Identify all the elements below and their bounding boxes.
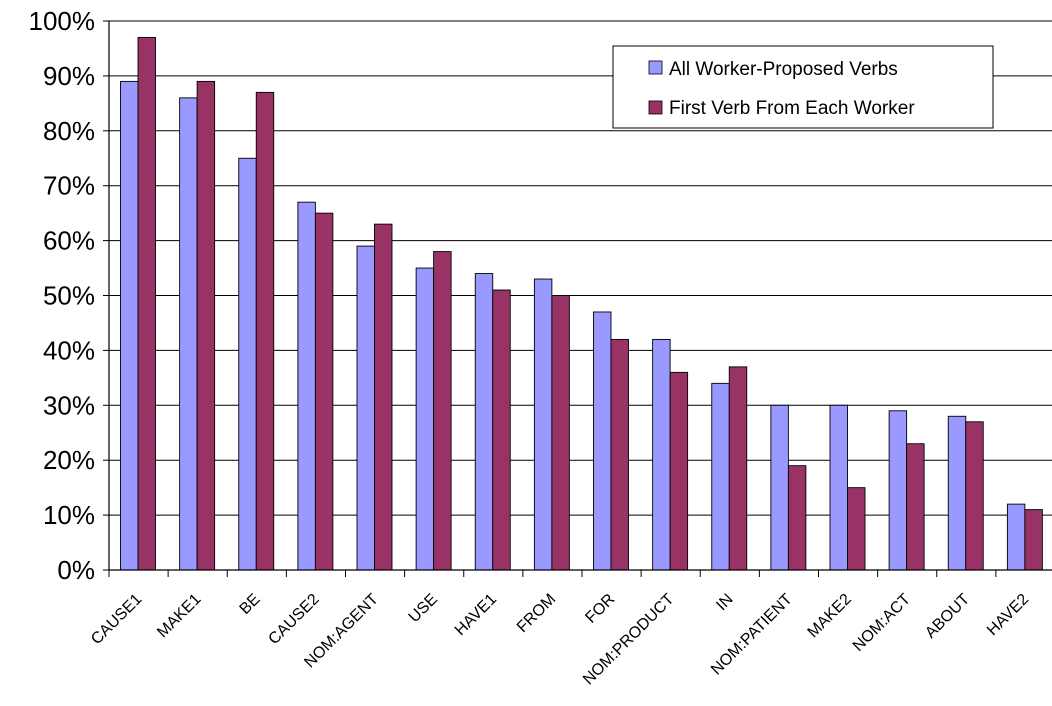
legend-label-all-worker-proposed-verbs: All Worker-Proposed Verbs — [669, 59, 898, 80]
bar-first-verb-in — [728, 366, 748, 571]
bar-all-verbs-nom-act — [888, 410, 908, 571]
x-category-label: MAKE2 — [805, 591, 855, 641]
bar-first-verb-nom-patient — [787, 465, 807, 571]
bar-first-verb-be — [255, 91, 275, 571]
y-tick-label: 100% — [29, 6, 96, 36]
bar-first-verb-cause2 — [314, 212, 334, 571]
y-tick-label: 60% — [43, 226, 95, 256]
y-tick-label: 40% — [43, 335, 95, 365]
bar-all-verbs-cause1 — [120, 80, 139, 571]
bar-all-verbs-from — [533, 278, 553, 571]
x-category-label: FOR — [582, 591, 618, 627]
bar-all-verbs-use — [415, 267, 435, 571]
legend: All Worker-Proposed Verbs First Verb Fro… — [612, 45, 994, 129]
bar-all-verbs-make1 — [179, 97, 198, 571]
bar-all-verbs-have2 — [1006, 503, 1026, 571]
y-tick-label: 20% — [43, 445, 95, 475]
bar-first-verb-use — [433, 251, 452, 571]
x-category-label: NOM:ACT — [850, 591, 914, 655]
bar-all-verbs-about — [947, 415, 967, 571]
x-category-label: MAKE1 — [154, 591, 204, 641]
y-tick-label: 80% — [43, 116, 95, 146]
bar-all-verbs-nom-product — [652, 338, 671, 571]
x-category-label: FROM — [514, 591, 559, 636]
bar-first-verb-nom-agent — [374, 223, 393, 571]
bar-all-verbs-nom-agent — [356, 245, 375, 571]
bar-first-verb-have1 — [492, 289, 511, 571]
bar-all-verbs-in — [711, 382, 730, 571]
x-category-label: ABOUT — [922, 591, 973, 642]
bars — [120, 37, 1043, 571]
x-category-label: USE — [406, 591, 441, 626]
y-tick-label: 0% — [57, 555, 95, 585]
legend-box — [612, 45, 994, 129]
axes — [108, 21, 1052, 577]
x-category-label: HAVE1 — [452, 591, 500, 639]
bar-all-verbs-for — [593, 311, 612, 571]
bar-first-verb-nom-act — [906, 443, 925, 571]
legend-label-first-verb-from-each-worker: First Verb From Each Worker — [669, 98, 915, 119]
y-tick-label: 50% — [43, 281, 95, 311]
bar-first-verb-have2 — [1024, 509, 1043, 571]
bar-all-verbs-make2 — [829, 404, 848, 571]
bar-first-verb-make2 — [847, 487, 866, 571]
bar-all-verbs-nom-patient — [770, 404, 789, 571]
y-axis-tick-labels: 0% 10% 20% 30% 40% 50% 60% 70% 80% 90% 100% — [29, 6, 96, 585]
x-category-label: HAVE2 — [984, 591, 1032, 639]
y-tick-label: 90% — [43, 61, 95, 91]
bar-all-verbs-be — [238, 157, 257, 571]
bar-first-verb-nom-product — [669, 371, 689, 571]
x-category-label: CAUSE2 — [265, 591, 322, 648]
y-tick-label: 30% — [43, 390, 95, 420]
x-category-label: IN — [713, 591, 736, 614]
bar-all-verbs-have1 — [474, 273, 494, 571]
legend-swatch-all-worker-proposed-verbs — [648, 60, 663, 75]
bar-first-verb-about — [965, 421, 984, 571]
bar-first-verb-make1 — [196, 80, 216, 571]
y-tick-label: 70% — [43, 171, 95, 201]
bar-first-verb-from — [551, 295, 570, 571]
x-category-label: CAUSE1 — [88, 591, 145, 648]
x-category-label: BE — [237, 591, 264, 618]
legend-swatch-first-verb-from-each-worker — [648, 100, 663, 115]
bar-all-verbs-cause2 — [297, 201, 316, 571]
bar-first-verb-cause1 — [137, 37, 156, 571]
y-tick-label: 10% — [43, 500, 95, 530]
bar-first-verb-for — [610, 338, 629, 571]
